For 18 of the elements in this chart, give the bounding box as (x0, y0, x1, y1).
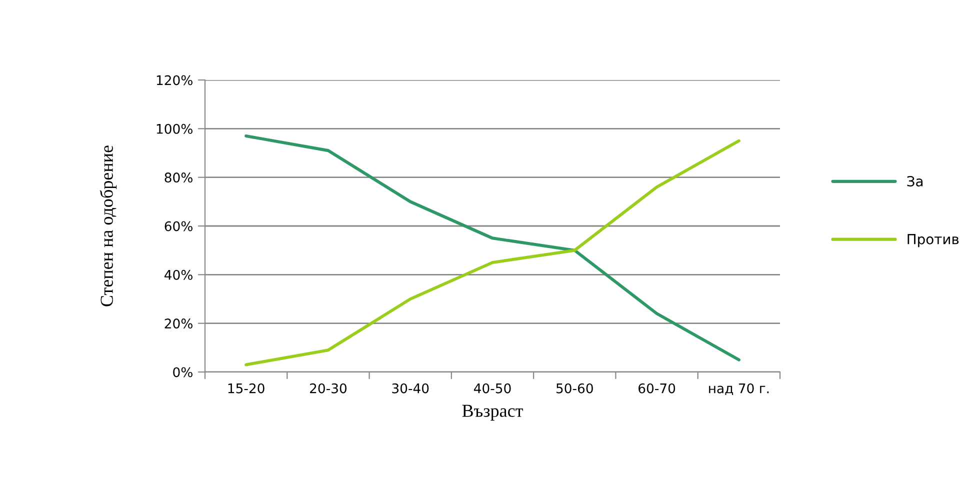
x-tick-label: 60-70 (638, 383, 676, 394)
y-tick-label: 80% (164, 172, 192, 183)
y-axis-title: Степен на одобрение (100, 146, 117, 306)
y-tick-label: 40% (164, 270, 192, 280)
x-tick-label: 40-50 (474, 383, 511, 394)
x-axis-title: Възраст (462, 404, 523, 421)
y-tick-label: 100% (156, 124, 192, 134)
y-tick-label: 120% (156, 75, 192, 86)
x-tick-label: над 70 г. (709, 383, 769, 395)
x-tick-label: 50-60 (556, 383, 593, 394)
x-tick-label: 15-20 (228, 383, 264, 394)
legend-label: За (907, 176, 923, 186)
y-tick-label: 20% (164, 318, 192, 329)
x-tick-label: 30-40 (392, 383, 429, 394)
y-tick-label: 0% (173, 367, 192, 378)
legend-label: Против (908, 234, 959, 248)
x-tick-label: 20-30 (310, 383, 347, 394)
y-tick-label: 60% (164, 221, 192, 232)
